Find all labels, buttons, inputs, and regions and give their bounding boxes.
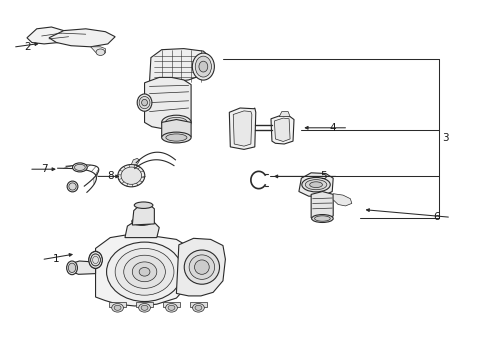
Ellipse shape xyxy=(118,165,145,187)
Polygon shape xyxy=(91,47,105,55)
Ellipse shape xyxy=(69,183,76,190)
Text: 8: 8 xyxy=(107,171,114,181)
Ellipse shape xyxy=(184,250,220,284)
Text: 7: 7 xyxy=(41,164,48,174)
Ellipse shape xyxy=(189,255,215,279)
Polygon shape xyxy=(149,49,211,83)
Polygon shape xyxy=(333,194,352,206)
Polygon shape xyxy=(27,27,69,44)
Ellipse shape xyxy=(312,215,333,222)
Ellipse shape xyxy=(123,255,165,288)
Circle shape xyxy=(139,303,150,312)
Ellipse shape xyxy=(192,53,215,80)
Circle shape xyxy=(193,303,204,312)
Ellipse shape xyxy=(305,180,327,190)
Text: 4: 4 xyxy=(330,123,337,133)
Text: 5: 5 xyxy=(320,171,327,181)
Ellipse shape xyxy=(68,263,75,273)
Ellipse shape xyxy=(199,61,208,72)
Ellipse shape xyxy=(139,96,150,109)
Text: 6: 6 xyxy=(433,212,440,222)
Ellipse shape xyxy=(121,167,142,184)
Polygon shape xyxy=(49,29,115,47)
Ellipse shape xyxy=(91,254,100,266)
Circle shape xyxy=(168,305,175,310)
Ellipse shape xyxy=(162,115,191,130)
Polygon shape xyxy=(96,235,194,306)
Text: 3: 3 xyxy=(442,133,449,143)
Ellipse shape xyxy=(195,260,209,274)
Polygon shape xyxy=(311,192,333,220)
Ellipse shape xyxy=(89,251,102,269)
Ellipse shape xyxy=(132,262,157,282)
Ellipse shape xyxy=(73,163,87,172)
Ellipse shape xyxy=(115,248,174,295)
Ellipse shape xyxy=(132,217,152,225)
Polygon shape xyxy=(279,112,290,117)
Ellipse shape xyxy=(107,242,182,302)
Circle shape xyxy=(114,305,121,310)
Ellipse shape xyxy=(134,202,153,208)
Ellipse shape xyxy=(139,267,150,276)
Ellipse shape xyxy=(302,177,330,192)
Circle shape xyxy=(112,303,123,312)
Polygon shape xyxy=(299,173,333,196)
Polygon shape xyxy=(233,111,252,146)
Ellipse shape xyxy=(315,216,330,221)
Polygon shape xyxy=(71,261,96,274)
Ellipse shape xyxy=(162,132,191,143)
Circle shape xyxy=(166,303,177,312)
Circle shape xyxy=(195,305,202,310)
Ellipse shape xyxy=(310,182,322,188)
Ellipse shape xyxy=(135,219,149,224)
Circle shape xyxy=(141,305,148,310)
Polygon shape xyxy=(131,158,140,165)
Polygon shape xyxy=(229,108,256,149)
Ellipse shape xyxy=(137,94,152,111)
Text: 2: 2 xyxy=(24,42,31,52)
Circle shape xyxy=(96,49,105,55)
Polygon shape xyxy=(163,302,180,307)
Polygon shape xyxy=(190,302,207,307)
Polygon shape xyxy=(125,220,159,238)
Polygon shape xyxy=(132,204,154,225)
Polygon shape xyxy=(145,77,191,129)
Ellipse shape xyxy=(165,117,187,127)
Polygon shape xyxy=(136,302,153,307)
Polygon shape xyxy=(271,116,294,144)
Ellipse shape xyxy=(74,164,85,171)
Polygon shape xyxy=(176,238,225,296)
Ellipse shape xyxy=(142,99,147,106)
Polygon shape xyxy=(274,118,290,141)
Ellipse shape xyxy=(67,261,77,275)
Ellipse shape xyxy=(166,134,187,141)
Polygon shape xyxy=(162,120,191,140)
Text: 1: 1 xyxy=(53,254,60,264)
Ellipse shape xyxy=(195,56,212,77)
Ellipse shape xyxy=(67,181,78,192)
Polygon shape xyxy=(109,302,126,307)
